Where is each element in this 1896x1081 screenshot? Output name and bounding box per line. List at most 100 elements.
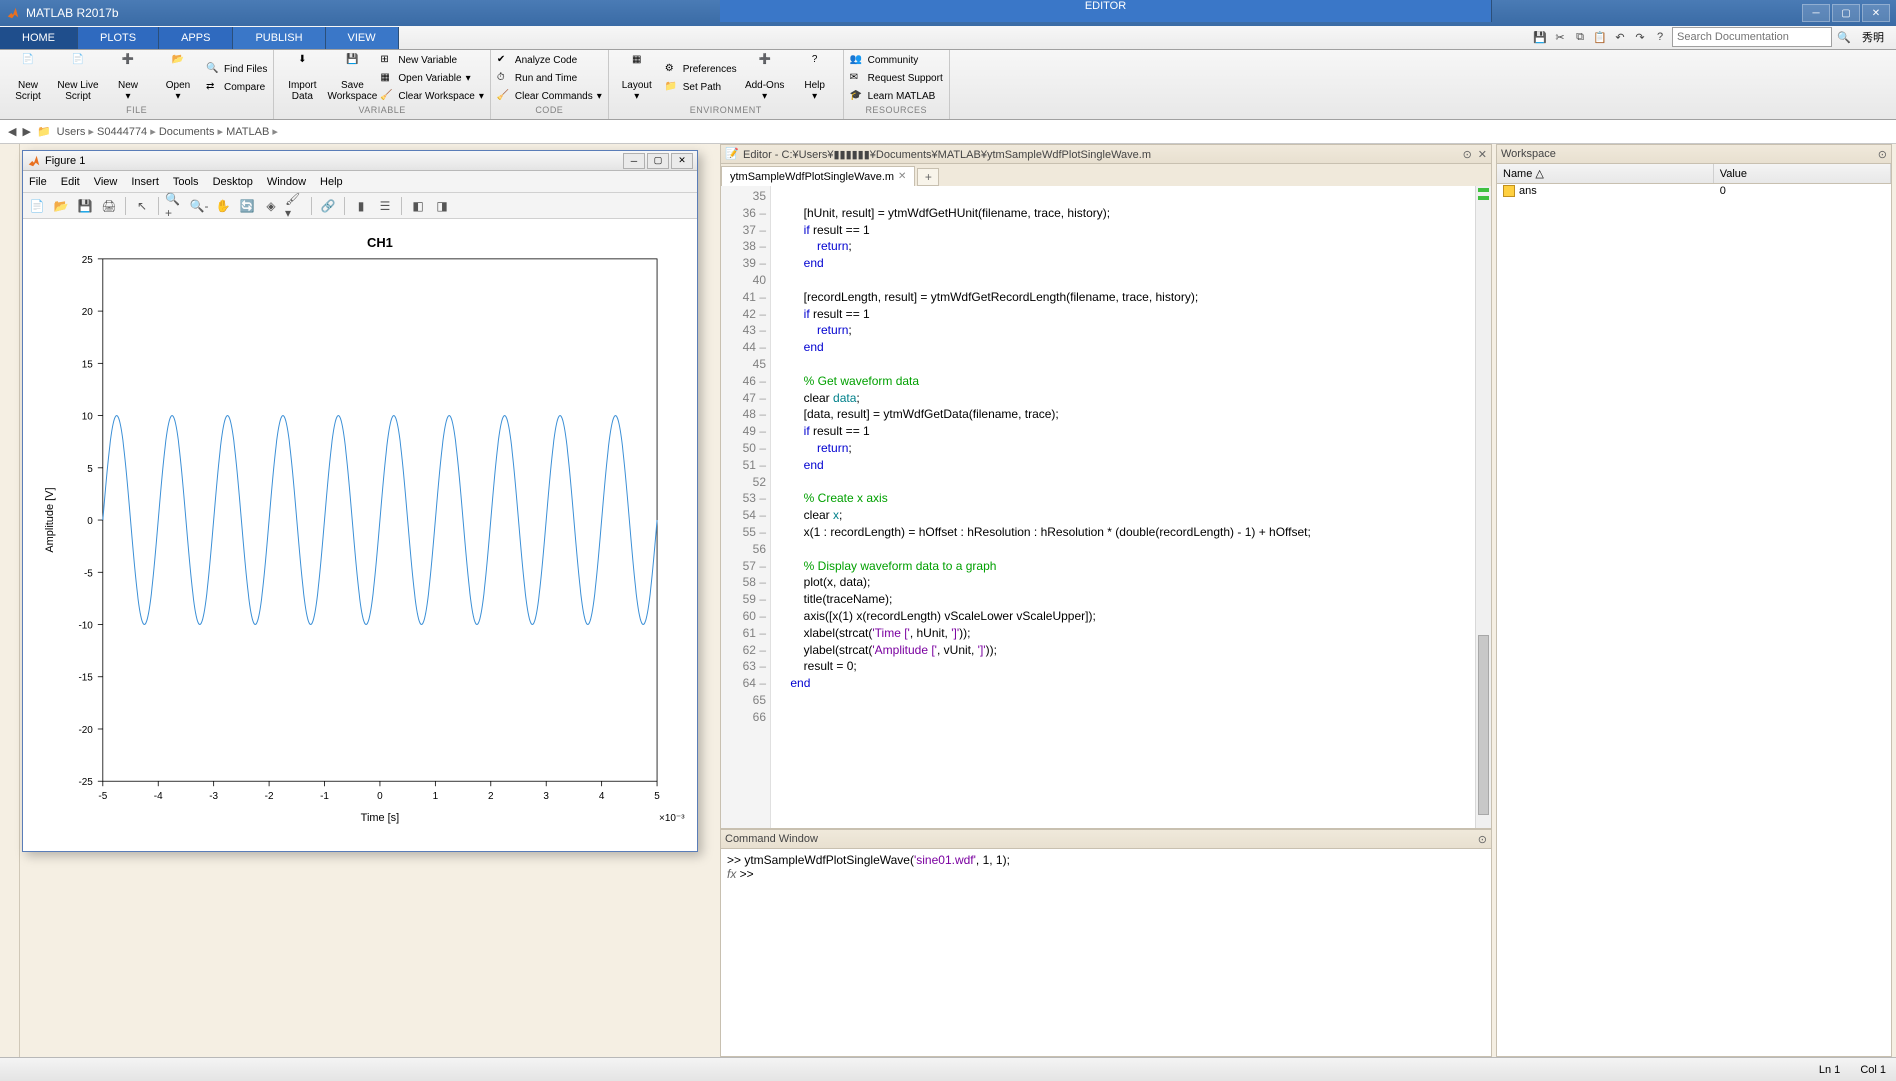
figure-menu-insert[interactable]: Insert [131, 176, 159, 188]
cmd-dropdown-icon[interactable]: ⊙ [1478, 833, 1487, 846]
editor-scrollbar[interactable] [1475, 186, 1491, 828]
dock-icon[interactable]: ◧ [408, 196, 428, 216]
rotate-icon[interactable]: 🔄 [237, 196, 257, 216]
figure-title: Figure 1 [45, 155, 85, 167]
figure-menu-edit[interactable]: Edit [61, 176, 80, 188]
new-figure-icon[interactable]: 📄 [27, 196, 47, 216]
copy-icon[interactable]: ⧉ [1572, 29, 1588, 45]
undo-icon[interactable]: ↶ [1612, 29, 1628, 45]
current-folder-strip[interactable] [0, 144, 20, 1057]
search-icon[interactable]: 🔍 [1836, 29, 1852, 45]
redo-icon[interactable]: ↷ [1632, 29, 1648, 45]
ribbon-tab-view[interactable]: VIEW [326, 27, 399, 49]
figure-menu-help[interactable]: Help [320, 176, 343, 188]
ribbon-tab-publish[interactable]: PUBLISH [233, 27, 325, 49]
editor-title: Editor - C:¥Users¥▮▮▮▮▮▮¥Documents¥MATLA… [743, 148, 1151, 161]
zoom-in-icon[interactable]: 🔍+ [165, 196, 185, 216]
new-button[interactable]: ➕New▾ [106, 52, 150, 105]
pan-icon[interactable]: ✋ [213, 196, 233, 216]
figure-menu-desktop[interactable]: Desktop [213, 176, 253, 188]
addons-button[interactable]: ➕Add-Ons▾ [743, 52, 787, 105]
workspace-col-value[interactable]: Value [1714, 164, 1891, 183]
close-button[interactable]: ✕ [1862, 4, 1890, 22]
open-variable-button[interactable]: ▦Open Variable ▾ [380, 71, 484, 87]
address-bar[interactable]: ◀ ▶ 📁 UsersS0444774DocumentsMATLAB [0, 120, 1896, 144]
clear-commands-button[interactable]: 🧹Clear Commands ▾ [497, 89, 602, 105]
open-button[interactable]: 📂Open▾ [156, 52, 200, 105]
command-window[interactable]: >> ytmSampleWdfPlotSingleWave('sine01.wd… [720, 849, 1492, 1057]
analyze-code-button[interactable]: ✔Analyze Code [497, 53, 602, 69]
brush-icon[interactable]: 🖌▾ [285, 196, 305, 216]
ribbon-tab-apps[interactable]: APPS [159, 27, 233, 49]
fig-minimize-button[interactable]: ─ [623, 153, 645, 169]
breadcrumb-item[interactable]: MATLAB [226, 126, 278, 138]
minimize-button[interactable]: ─ [1802, 4, 1830, 22]
breadcrumb-item[interactable]: S0444774 [97, 126, 159, 138]
breadcrumb-item[interactable]: Users [57, 126, 97, 138]
workspace-row[interactable]: ans0 [1497, 184, 1891, 202]
clear-workspace-button[interactable]: 🧹Clear Workspace ▾ [380, 89, 484, 105]
cut-icon[interactable]: ✂ [1552, 29, 1568, 45]
figure-menu-view[interactable]: View [94, 176, 118, 188]
forward-icon[interactable]: ▶ [22, 125, 30, 138]
import-data-button[interactable]: ⬇Import Data [280, 52, 324, 105]
figure-window[interactable]: Figure 1 ─ ▢ ✕ File Edit View Insert Tools De… [22, 150, 698, 852]
editor-icon: 📝 [725, 147, 739, 161]
community-button[interactable]: 👥Community [850, 53, 943, 69]
user-name[interactable]: 秀明 [1856, 29, 1890, 45]
set-path-button[interactable]: 📁Set Path [665, 80, 737, 96]
learn-matlab-button[interactable]: 🎓Learn MATLAB [850, 89, 943, 105]
fig-maximize-button[interactable]: ▢ [647, 153, 669, 169]
svg-text:-3: -3 [209, 791, 218, 802]
open-figure-icon[interactable]: 📂 [51, 196, 71, 216]
layout-button[interactable]: ▦Layout▾ [615, 52, 659, 105]
back-icon[interactable]: ◀ [8, 125, 16, 138]
svg-text:25: 25 [82, 255, 94, 266]
new-variable-button[interactable]: ⊞New Variable [380, 53, 484, 69]
save-figure-icon[interactable]: 💾 [75, 196, 95, 216]
svg-text:-5: -5 [84, 568, 93, 579]
editor-close-icon[interactable]: ✕ [1478, 148, 1487, 161]
find-files-button[interactable]: 🔍Find Files [206, 62, 267, 78]
save-workspace-button[interactable]: 💾Save Workspace [330, 52, 374, 105]
ribbon-tab-editor[interactable]: EDITOR [720, 0, 1492, 22]
figure-menu-window[interactable]: Window [267, 176, 306, 188]
fig-close-button[interactable]: ✕ [671, 153, 693, 169]
paste-icon[interactable]: 📋 [1592, 29, 1608, 45]
help-icon[interactable]: ? [1652, 29, 1668, 45]
code-editor[interactable]: 3536373839404142434445464748495051525354… [720, 186, 1492, 829]
workspace-table[interactable]: Name △ Value ans0 [1496, 164, 1892, 1057]
breadcrumb-item[interactable]: Documents [159, 126, 226, 138]
workspace-col-name[interactable]: Name △ [1497, 164, 1714, 183]
zoom-out-icon[interactable]: 🔍- [189, 196, 209, 216]
save-icon[interactable]: 💾 [1532, 29, 1548, 45]
preferences-button[interactable]: ⚙Preferences [665, 62, 737, 78]
colorbar-icon[interactable]: ▮ [351, 196, 371, 216]
new-script-button[interactable]: 📄New Script [6, 52, 50, 105]
svg-text:-10: -10 [78, 621, 93, 632]
data-cursor-icon[interactable]: ◈ [261, 196, 281, 216]
help-button[interactable]: ?Help▾ [793, 52, 837, 105]
svg-text:×10⁻³: ×10⁻³ [659, 813, 685, 824]
maximize-button[interactable]: ▢ [1832, 4, 1860, 22]
figure-menu-tools[interactable]: Tools [173, 176, 199, 188]
run-and-time-button[interactable]: ⏱Run and Time [497, 71, 602, 87]
link-icon[interactable]: 🔗 [318, 196, 338, 216]
tab-close-icon[interactable]: ✕ [898, 171, 906, 182]
editor-tab[interactable]: ytmSampleWdfPlotSingleWave.m✕ [721, 166, 915, 186]
ribbon-tab-plots[interactable]: PLOTS [78, 27, 159, 49]
add-tab-button[interactable]: + [917, 168, 939, 186]
request-support-button[interactable]: ✉Request Support [850, 71, 943, 87]
svg-text:-2: -2 [265, 791, 274, 802]
print-figure-icon[interactable]: 🖨 [99, 196, 119, 216]
workspace-dropdown-icon[interactable]: ⊙ [1878, 148, 1887, 161]
ribbon-tab-home[interactable]: HOME [0, 27, 78, 49]
legend-icon[interactable]: ☰ [375, 196, 395, 216]
compare-button[interactable]: ⇄Compare [206, 80, 267, 96]
search-input[interactable] [1672, 27, 1832, 47]
pointer-icon[interactable]: ↖ [132, 196, 152, 216]
editor-dropdown-icon[interactable]: ⊙ [1463, 148, 1472, 161]
new-live-script-button[interactable]: 📄New Live Script [56, 52, 100, 105]
undock-icon[interactable]: ◨ [432, 196, 452, 216]
figure-menu-file[interactable]: File [29, 176, 47, 188]
